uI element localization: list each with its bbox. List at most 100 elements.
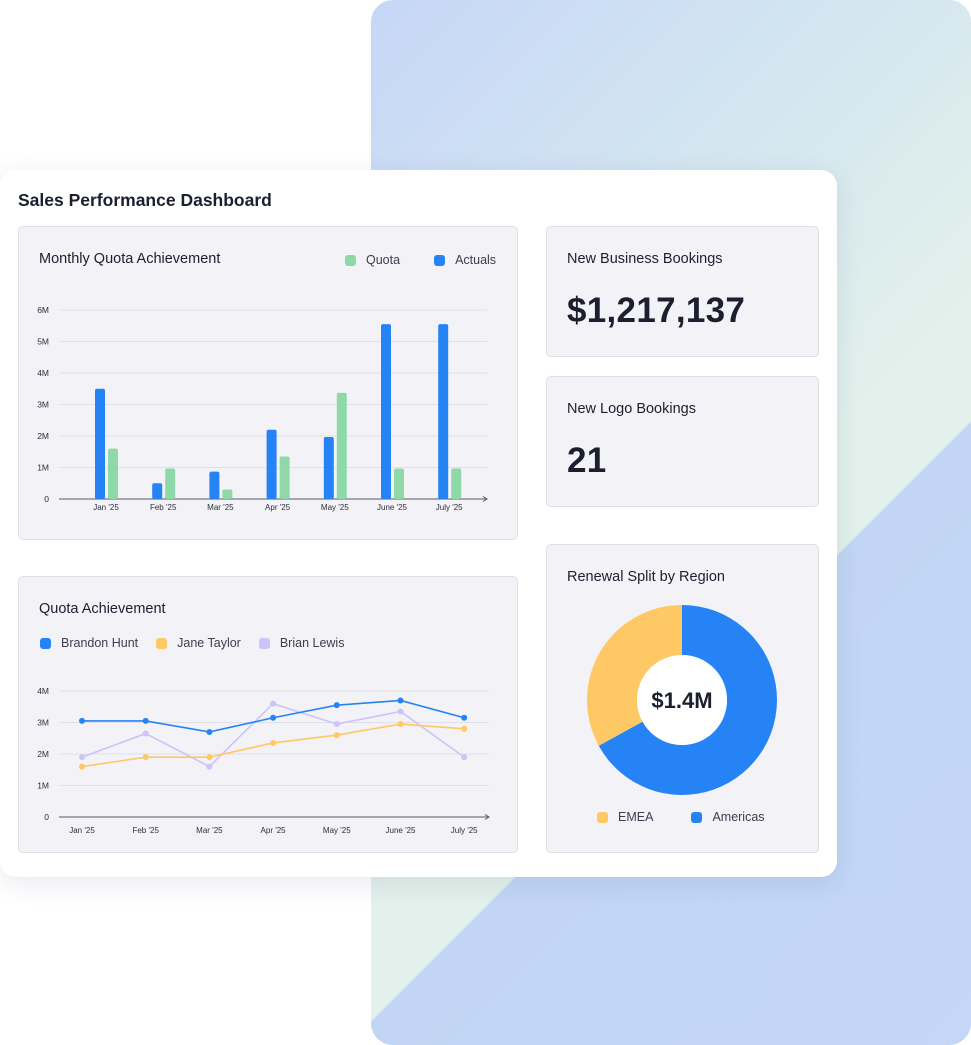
line-ytick-label: 2M [37, 749, 49, 759]
legend-label-brandon: Brandon Hunt [61, 636, 139, 650]
bar-xtick-label: Mar '25 [207, 503, 234, 512]
line-ytick-label: 1M [37, 781, 49, 791]
point-brandon-hunt [461, 714, 468, 721]
legend-swatch-brandon [40, 637, 51, 649]
line-chart: 0 1M 2M 3M 4M Jan '25 Feb '25 Mar '25 Apr '25 May… [37, 686, 490, 835]
line-xtick-label: May '25 [323, 826, 351, 835]
legend-label-jane: Jane Taylor [177, 636, 241, 650]
series-line-brian-lewis [81, 702, 465, 768]
monthly-quota-title: Monthly Quota Achievement [39, 251, 221, 267]
point-jane-taylor [206, 754, 213, 761]
bar-xtick-label: June '25 [377, 503, 408, 512]
renewal-split-title: Renewal Split by Region [567, 569, 725, 585]
bar-ytick-label: 4M [37, 368, 49, 378]
point-brandon-hunt [270, 714, 277, 721]
bar-actuals [266, 429, 277, 499]
legend-swatch-americas [691, 811, 703, 823]
legend-swatch-quota [345, 254, 356, 266]
point-jane-taylor [270, 739, 277, 746]
bar-legend: Quota Actuals [345, 253, 496, 267]
legend-swatch-jane [156, 637, 168, 649]
dashboard-title: Sales Performance Dashboard [18, 190, 272, 210]
donut-slice-emea [587, 605, 682, 746]
bar-ytick-label: 0 [44, 494, 49, 504]
bar-quota [336, 392, 347, 499]
legend-item-brian[interactable]: Brian Lewis [258, 636, 345, 650]
line-legend: Brandon Hunt Jane Taylor Brian Lewis [40, 636, 344, 650]
line-ytick-label: 4M [37, 686, 49, 696]
point-brian-lewis [270, 700, 277, 707]
line-ytick-label: 3M [37, 718, 49, 728]
point-brandon-hunt [333, 702, 340, 709]
new-logo-value: 21 [567, 441, 607, 480]
bar-ytick-label: 3M [37, 400, 49, 410]
line-xtick-label: Jan '25 [69, 826, 95, 835]
bar-actuals [323, 436, 334, 499]
bar-actuals [381, 324, 391, 499]
point-brandon-hunt [142, 717, 149, 724]
point-brian-lewis [206, 763, 213, 770]
bar-xtick-label: Jan '25 [93, 503, 119, 512]
bar-xtick-label: May '25 [321, 503, 349, 512]
line-x-axis-arrow [484, 814, 490, 820]
legend-item-jane[interactable]: Jane Taylor [156, 636, 241, 650]
legend-item-emea[interactable]: EMEA [597, 810, 653, 824]
bar-chart: 0 1M 2M 3M 4M 5M 6M Jan '25 Feb '25 Mar '25 Apr '2… [37, 305, 488, 512]
bar-ytick-label: 2M [37, 431, 49, 441]
quota-achievement-card: Quota Achievement Brandon Hunt Jane Tayl… [18, 576, 518, 853]
new-business-card: New Business Bookings $1,217,137 [546, 226, 819, 357]
new-logo-card: New Logo Bookings 21 [546, 376, 819, 507]
bar-ytick-label: 6M [37, 305, 49, 315]
renewal-split-card: Renewal Split by Region $1.4M EMEA Ameri… [546, 544, 819, 853]
point-jane-taylor [333, 732, 340, 739]
bar-quota [394, 468, 404, 499]
new-business-label: New Business Bookings [567, 251, 723, 267]
point-jane-taylor [79, 763, 85, 770]
point-brian-lewis [461, 754, 468, 761]
legend-label-brian: Brian Lewis [279, 636, 345, 650]
bar-quota [165, 468, 176, 499]
legend-label-quota: Quota [366, 253, 401, 267]
legend-swatch-actuals [434, 254, 446, 266]
point-brandon-hunt [397, 697, 404, 704]
legend-swatch-brian [258, 637, 270, 649]
bar-ytick-label: 5M [37, 337, 49, 347]
bar-quota [222, 489, 233, 499]
donut-center-label: $1.4M [651, 688, 712, 713]
legend-item-americas[interactable]: Americas [691, 810, 765, 824]
point-brian-lewis [333, 721, 340, 728]
point-brandon-hunt [79, 717, 85, 724]
line-xtick-label: Feb '25 [132, 826, 159, 835]
bar-quota [451, 468, 462, 499]
legend-label-americas: Americas [712, 810, 765, 824]
legend-label-emea: EMEA [618, 810, 654, 824]
donut-slice-americas [598, 605, 777, 795]
bar-x-axis-arrow [482, 496, 488, 502]
legend-item-quota[interactable]: Quota [345, 253, 400, 267]
line-ytick-label: 0 [44, 812, 49, 822]
bar-quota [108, 448, 118, 499]
point-jane-taylor [142, 754, 149, 761]
bar-xtick-label: Apr '25 [265, 503, 291, 512]
bar-xtick-label: Feb '25 [150, 503, 177, 512]
line-xtick-label: July '25 [451, 826, 478, 835]
bar-actuals [152, 483, 163, 499]
dashboard-card: Sales Performance Dashboard Monthly Quot… [0, 170, 837, 877]
point-jane-taylor [461, 725, 468, 732]
donut-hole [637, 655, 727, 745]
legend-item-brandon[interactable]: Brandon Hunt [40, 636, 138, 650]
point-brian-lewis [142, 730, 149, 737]
bar-actuals [438, 324, 449, 499]
point-brian-lewis [79, 754, 85, 761]
point-jane-taylor [397, 721, 404, 728]
bar-ytick-label: 1M [37, 463, 49, 473]
legend-item-actuals[interactable]: Actuals [434, 253, 496, 267]
new-logo-label: New Logo Bookings [567, 401, 696, 417]
monthly-quota-card: Monthly Quota Achievement Quota Actuals … [18, 226, 518, 540]
point-brian-lewis [397, 708, 404, 715]
new-business-value: $1,217,137 [567, 291, 746, 330]
bar-actuals [95, 388, 105, 499]
bar-quota [279, 456, 290, 499]
bar-actuals [209, 471, 220, 499]
bar-xtick-label: July '25 [436, 503, 463, 512]
